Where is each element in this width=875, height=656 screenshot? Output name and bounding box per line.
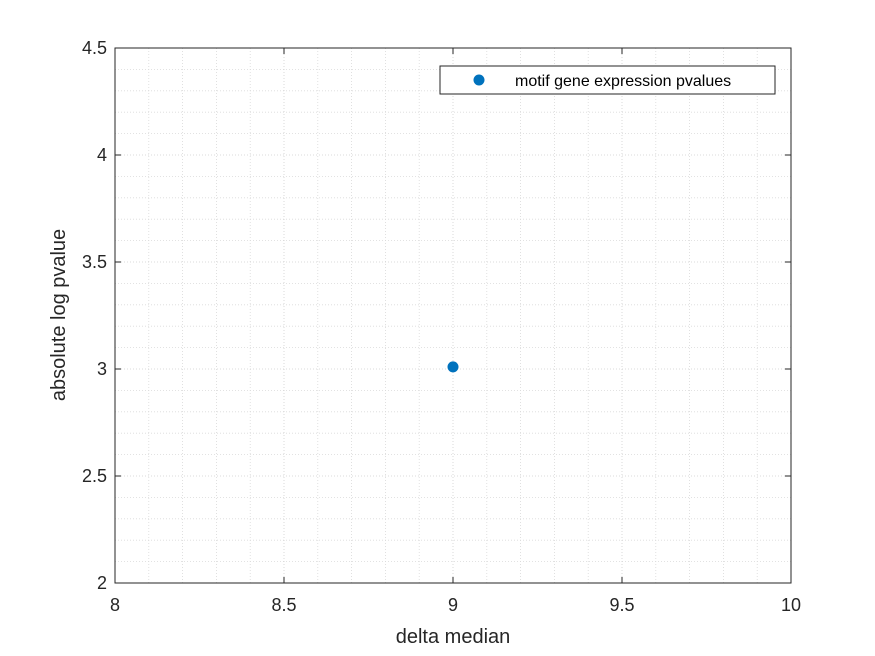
legend-box	[439, 65, 776, 95]
data-point	[447, 361, 459, 373]
x-tick-label: 9	[448, 595, 458, 615]
x-tick-label: 9.5	[609, 595, 634, 615]
y-tick-label: 3	[97, 359, 107, 379]
y-axis-label: absolute log pvalue	[48, 229, 70, 401]
legend-entry-label: motif gene expression pvalues	[515, 73, 731, 90]
y-tick-label: 4	[97, 145, 107, 165]
tick-labels: 8 8.5 9 9.5 10 2 2.5 3 3.5 4 4.5	[82, 38, 801, 615]
x-axis-label: delta median	[396, 626, 511, 648]
x-tick-label: 8	[110, 595, 120, 615]
y-tick-label: 4.5	[82, 38, 107, 58]
plot-frame	[114, 47, 792, 584]
x-tick-label: 10	[781, 595, 801, 615]
legend-marker	[473, 74, 485, 86]
x-tick-label: 8.5	[271, 595, 296, 615]
y-tick-label: 3.5	[82, 252, 107, 272]
y-tick-label: 2.5	[82, 466, 107, 486]
legend: motif gene expression pvalues	[439, 65, 776, 95]
data-points	[447, 361, 459, 373]
y-tick-label: 2	[97, 573, 107, 593]
minor-grid	[115, 48, 791, 583]
